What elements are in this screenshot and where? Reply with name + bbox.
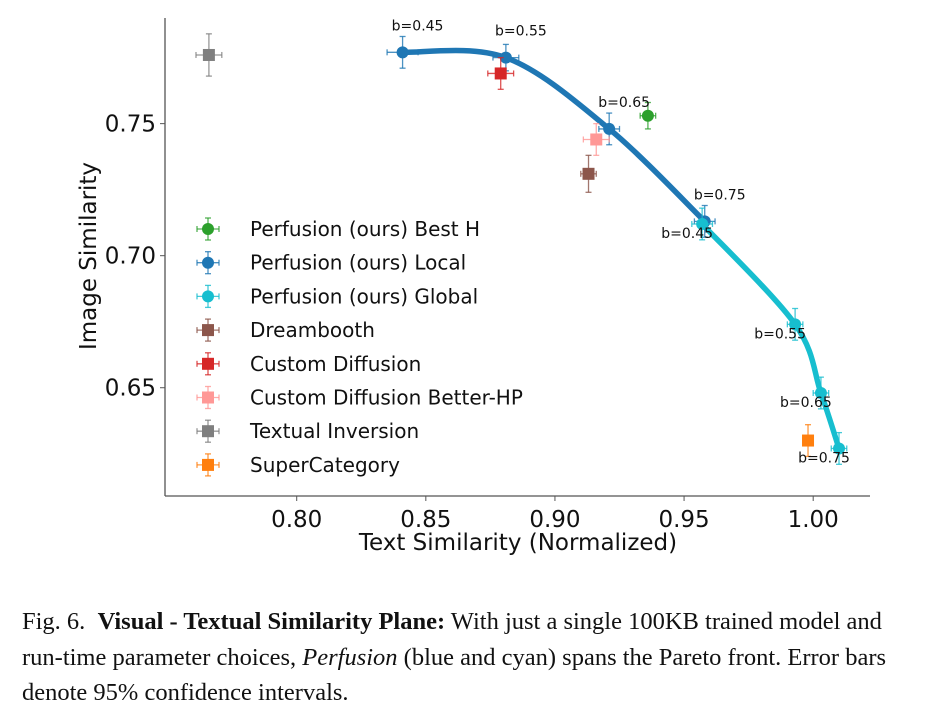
circle-marker: [696, 217, 709, 230]
x-tick-label: 0.80: [271, 507, 322, 533]
point-label: b=0.55: [754, 326, 806, 342]
legend-item: Perfusion (ours) Best H: [196, 217, 480, 241]
figure-label: Fig. 6.: [22, 608, 86, 635]
legend-marker: [196, 284, 220, 309]
square-marker: [494, 67, 507, 80]
point-label: b=0.55: [495, 24, 547, 40]
legend-item: Perfusion (ours) Global: [196, 284, 478, 309]
point-label: b=0.75: [694, 187, 746, 203]
legend-marker: [196, 453, 220, 477]
y-axis-title: Image Similarity: [76, 162, 102, 350]
legend-label: Custom Diffusion Better-HP: [250, 386, 523, 410]
square-marker: [202, 391, 214, 404]
legend-marker: [196, 352, 220, 376]
caption-emphasis: Perfusion: [302, 643, 398, 671]
data-point: [598, 112, 621, 146]
point-label: b=0.65: [598, 95, 650, 111]
square-marker: [202, 425, 214, 438]
circle-marker: [202, 223, 214, 235]
square-marker: [802, 434, 815, 447]
point-label: b=0.45: [392, 18, 444, 34]
legend-item: Perfusion (ours) Local: [196, 251, 466, 275]
legend-label: SuperCategory: [250, 453, 400, 477]
data-point: [691, 207, 714, 241]
data-points: [195, 33, 848, 465]
legend-item: Custom Diffusion Better-HP: [196, 385, 523, 410]
legend-label: Perfusion (ours) Local: [250, 251, 466, 275]
legend: Perfusion (ours) Best H Perfusion (ours) …: [196, 217, 523, 477]
legend-marker: [196, 385, 220, 410]
scatter-chart: 0.80 0.85 0.90 0.95 1.000.650.700.75 b=0.45 b…: [76, 18, 870, 556]
data-point: [582, 122, 610, 156]
legend-label: Custom Diffusion: [250, 352, 421, 376]
circle-marker: [603, 122, 616, 135]
square-marker: [590, 133, 603, 146]
legend-label: Dreambooth: [250, 318, 375, 342]
legend-marker: [196, 251, 220, 275]
legend-item: Textual Inversion: [196, 419, 419, 443]
legend-marker: [196, 217, 220, 241]
legend-label: Perfusion (ours) Global: [250, 284, 478, 308]
data-point: [830, 431, 848, 465]
square-marker: [202, 458, 214, 471]
curve-perfusion-ours-local: [399, 47, 708, 225]
square-marker: [202, 357, 214, 370]
x-tick-label: 0.85: [400, 507, 451, 533]
data-point: [812, 376, 830, 410]
point-label: b=0.75: [798, 450, 850, 466]
circle-marker: [789, 318, 802, 331]
data-point: [802, 424, 815, 458]
legend-marker: [196, 318, 220, 342]
figure-caption: Fig. 6. Visual - Textual Similarity Plan…: [22, 604, 922, 711]
data-point: [580, 154, 597, 193]
circle-marker: [202, 256, 214, 269]
data-point: [492, 43, 520, 72]
legend-marker: [196, 419, 220, 443]
y-tick-label: 0.75: [105, 112, 156, 138]
circle-marker: [499, 51, 512, 64]
legend-item: Custom Diffusion: [196, 352, 421, 376]
data-point: [639, 101, 657, 130]
circle-marker: [641, 109, 654, 122]
legend-item: SuperCategory: [196, 453, 400, 477]
square-marker: [582, 167, 595, 180]
point-label: b=0.65: [780, 395, 832, 411]
data-point: [487, 56, 515, 90]
data-point: [195, 33, 223, 77]
data-point: [786, 307, 804, 341]
legend-label: Perfusion (ours) Best H: [250, 217, 480, 241]
caption-text: With just a single 100KB trained model a…: [22, 608, 882, 671]
y-tick-label: 0.65: [105, 376, 156, 402]
axes: 0.80 0.85 0.90 0.95 1.00 0.65 0.70 0.75: [105, 18, 870, 533]
legend-item: Dreambooth: [196, 318, 375, 342]
circle-marker: [814, 387, 827, 400]
x-tick-label: 0.90: [529, 507, 580, 533]
point-annotations: b=0.45 b=0.55 b=0.65 b=0.75 b=0.45 b=0.55 b=0.…: [392, 18, 850, 466]
y-tick-label: 0.70: [105, 244, 156, 270]
circle-marker: [833, 442, 846, 455]
square-marker: [202, 48, 215, 61]
pareto-curves: [399, 47, 842, 452]
circle-marker: [396, 46, 409, 59]
caption-text-2: (blue and cyan) spans the Pareto front. …: [22, 643, 887, 707]
curve-perfusion-ours-global: [699, 221, 842, 452]
data-point: [386, 35, 419, 69]
legend-label: Textual Inversion: [249, 419, 419, 443]
x-axis-title: Text Similarity (Normalized): [358, 530, 677, 556]
circle-marker: [202, 290, 214, 303]
x-tick-label: 0.95: [658, 507, 709, 533]
square-marker: [202, 324, 214, 337]
caption-title: Visual - Textual Similarity Plane:: [97, 608, 446, 635]
point-label: b=0.45: [661, 226, 713, 242]
x-tick-label: 1.00: [788, 507, 839, 533]
